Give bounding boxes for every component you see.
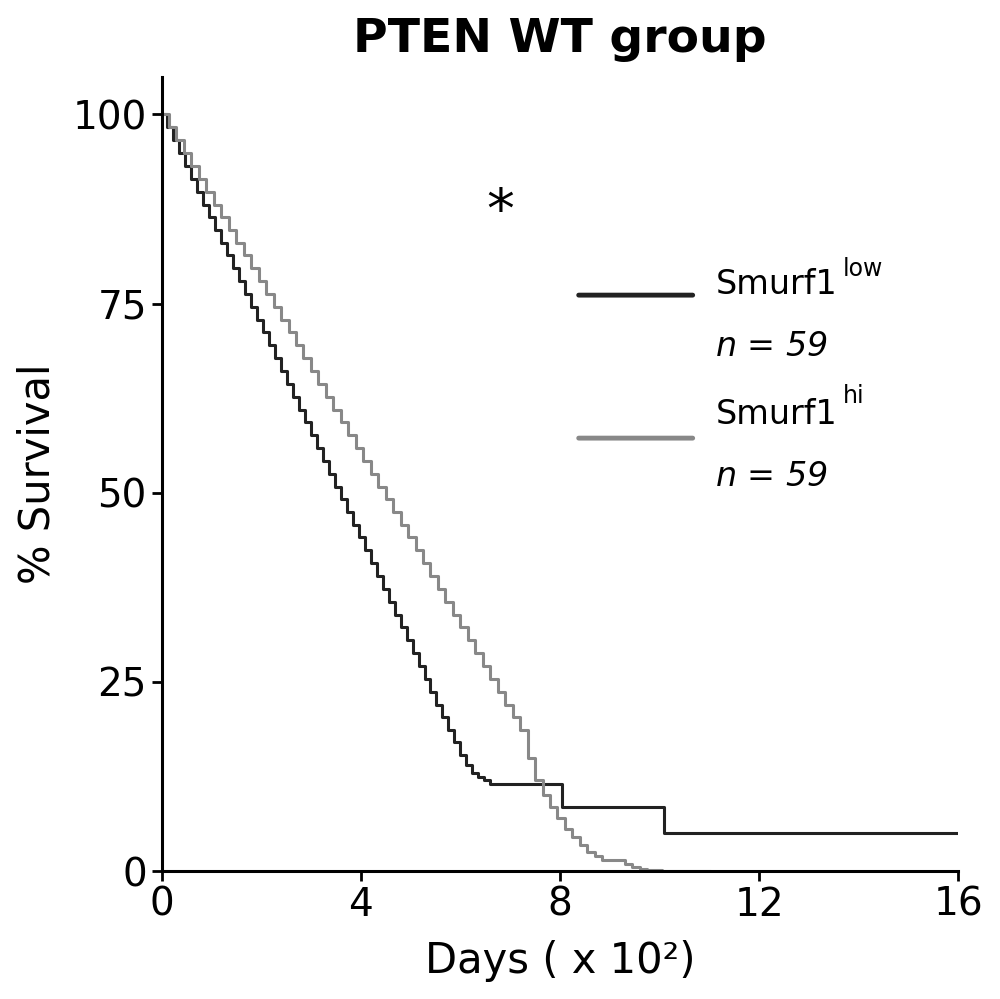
Text: hi: hi bbox=[843, 384, 865, 408]
Text: Smurf1: Smurf1 bbox=[715, 269, 837, 302]
Title: PTEN WT group: PTEN WT group bbox=[353, 17, 767, 62]
Text: *: * bbox=[486, 186, 514, 240]
X-axis label: Days ( x 10²): Days ( x 10²) bbox=[425, 940, 695, 982]
Y-axis label: % Survival: % Survival bbox=[17, 364, 59, 584]
Text: $n$ = 59: $n$ = 59 bbox=[715, 331, 828, 364]
Text: Smurf1: Smurf1 bbox=[715, 398, 837, 431]
Text: low: low bbox=[843, 257, 883, 281]
Text: $n$ = 59: $n$ = 59 bbox=[715, 460, 828, 493]
